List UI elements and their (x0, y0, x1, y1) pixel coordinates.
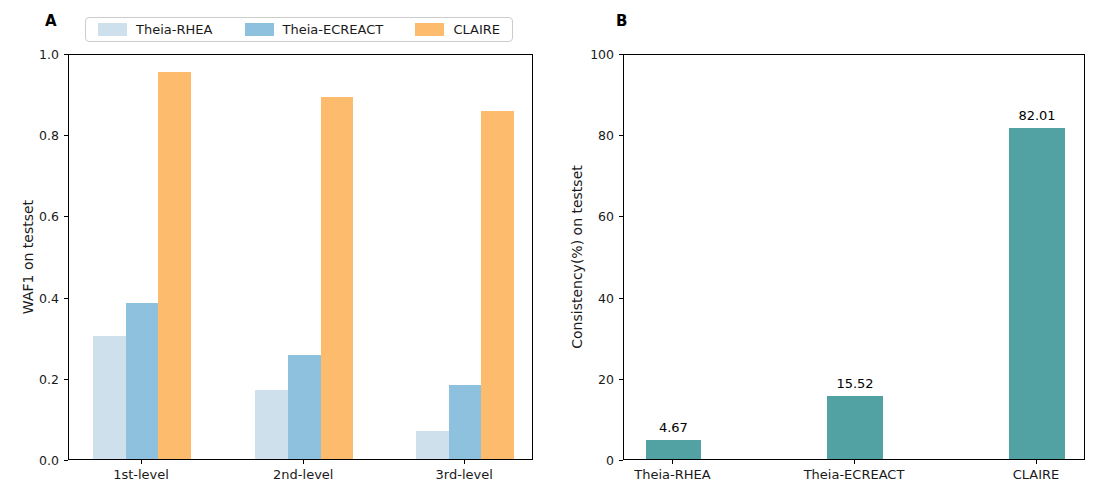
x-tick-label: 3rd-level (436, 467, 493, 482)
panel-b-y-axis-title: Consistency(%) on testset (569, 165, 585, 349)
bar-theia-ecreact-1st-level (126, 303, 159, 459)
y-tick-label: 80 (564, 128, 614, 143)
bar-value-label: 4.67 (659, 420, 688, 435)
y-tick-label: 20 (564, 371, 614, 386)
y-tick-label: 60 (564, 209, 614, 224)
y-tick-mark (64, 460, 68, 461)
legend-item: Theia-RHEA (98, 22, 212, 37)
bar-theia-ecreact-2nd-level (288, 355, 321, 459)
legend-swatch (415, 23, 444, 36)
y-tick-mark (64, 135, 68, 136)
legend: Theia-RHEA Theia-ECREACT CLAIRE (85, 17, 513, 42)
bar-consistency-theia-rhea (646, 440, 701, 459)
legend-label: Theia-RHEA (136, 22, 212, 37)
panel-a-label: A (45, 12, 57, 30)
panel-b-plot-area: 4.67 15.52 82.01 (623, 54, 1085, 460)
panel-b-label: B (616, 12, 627, 30)
x-tick-mark (141, 460, 142, 464)
y-tick-mark (619, 135, 623, 136)
x-tick-mark (303, 460, 304, 464)
bar-value-label: 82.01 (1018, 108, 1055, 123)
y-tick-mark (619, 54, 623, 55)
y-tick-label: 0.6 (9, 209, 59, 224)
legend-swatch (245, 23, 274, 36)
y-tick-mark (619, 460, 623, 461)
x-tick-mark (672, 460, 673, 464)
legend-label: CLAIRE (453, 22, 500, 37)
bar-theia-rhea-2nd-level (255, 390, 288, 459)
legend-item: Theia-ECREACT (245, 22, 384, 37)
bar-claire-1st-level (158, 72, 191, 459)
legend-label: Theia-ECREACT (283, 22, 384, 37)
y-tick-mark (619, 298, 623, 299)
y-tick-label: 0.0 (9, 453, 59, 468)
y-tick-label: 100 (564, 47, 614, 62)
y-tick-label: 1.0 (9, 47, 59, 62)
panel-a-plot-area (68, 54, 533, 460)
y-tick-mark (64, 298, 68, 299)
bar-claire-3rd-level (481, 111, 514, 459)
x-tick-label: 1st-level (113, 467, 169, 482)
y-tick-label: 0.4 (9, 290, 59, 305)
x-tick-mark (1036, 460, 1037, 464)
bar-theia-rhea-3rd-level (416, 431, 449, 459)
y-tick-mark (64, 379, 68, 380)
y-tick-label: 0.8 (9, 128, 59, 143)
bar-claire-2nd-level (321, 97, 354, 459)
x-tick-mark (464, 460, 465, 464)
legend-swatch (98, 23, 127, 36)
x-tick-label: Theia-RHEA (634, 467, 710, 482)
bar-theia-rhea-1st-level (93, 336, 126, 459)
y-tick-label: 0.2 (9, 371, 59, 386)
bar-value-label: 15.52 (836, 376, 873, 391)
y-tick-mark (64, 216, 68, 217)
bar-theia-ecreact-3rd-level (449, 385, 482, 459)
y-tick-mark (64, 54, 68, 55)
x-tick-label: 2nd-level (273, 467, 333, 482)
legend-item: CLAIRE (415, 22, 500, 37)
x-tick-mark (854, 460, 855, 464)
x-tick-label: CLAIRE (1013, 467, 1060, 482)
y-tick-label: 40 (564, 290, 614, 305)
bar-consistency-claire (1009, 128, 1064, 459)
bar-consistency-theia-ecreact (827, 396, 882, 459)
figure: A B WAF1 on testset Consistency(%) on te… (0, 0, 1100, 500)
y-tick-mark (619, 379, 623, 380)
y-tick-mark (619, 216, 623, 217)
y-tick-label: 0 (564, 453, 614, 468)
x-tick-label: Theia-ECREACT (804, 467, 905, 482)
